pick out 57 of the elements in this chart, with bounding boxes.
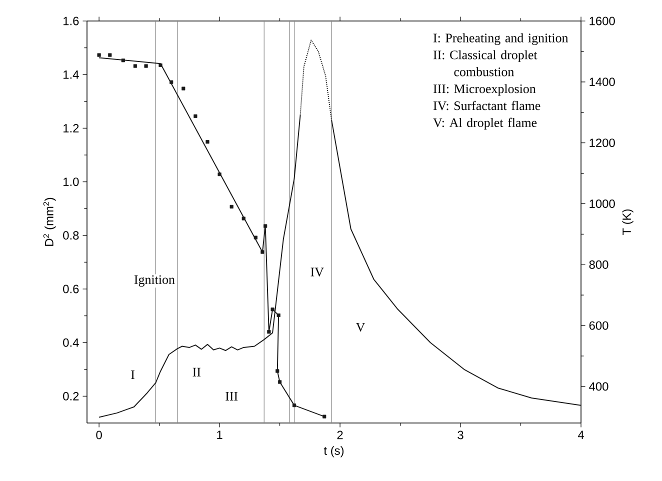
- point: [158, 63, 162, 68]
- y-tick-label: 0.4: [63, 338, 79, 347]
- y2-tick-label: 800: [589, 260, 608, 269]
- annotation: V: Al droplet flame: [433, 118, 537, 130]
- annotation: IV: [310, 268, 324, 276]
- point: [206, 140, 210, 144]
- y-tick-label: 0.8: [63, 231, 79, 240]
- annotation: IV: Surfactant flame: [433, 100, 540, 110]
- annotation: Ignition: [134, 275, 175, 287]
- point: [267, 330, 271, 334]
- y-tick-label: 1.2: [64, 124, 79, 132]
- point: [264, 224, 268, 228]
- x-axis-title: t (s): [324, 446, 344, 458]
- point: [278, 380, 282, 384]
- x-tick-label: 3: [458, 430, 464, 440]
- point: [170, 80, 174, 84]
- annotation: III: Microexplosion: [433, 84, 536, 96]
- y-tick-label: 0.2: [63, 392, 79, 400]
- point: [182, 86, 186, 90]
- point: [322, 414, 326, 418]
- y2-tick-label: 400: [589, 382, 608, 391]
- x-tick-label: 1: [217, 430, 222, 439]
- y2-tick-label: 1200: [590, 138, 615, 148]
- point: [254, 236, 258, 240]
- point: [270, 308, 274, 312]
- y-tick-label: 0.6: [63, 284, 79, 294]
- x-tick-label: 4: [578, 430, 584, 439]
- y-axis-title: D$^{2}$ (mm$^{2}$): [43, 198, 56, 246]
- point: [121, 58, 125, 62]
- annotation: III: [226, 392, 238, 400]
- point: [108, 53, 112, 57]
- x-tick-label: 0: [96, 430, 102, 440]
- y2-tick-label: 1000: [590, 199, 615, 208]
- annotation: II: Classical droplet combustion: [433, 50, 538, 76]
- y2-axis-title: T (K): [622, 209, 634, 236]
- annotation: I: Preheating and ignition: [433, 33, 568, 46]
- annotation: I: [131, 370, 134, 379]
- annotation: V: [356, 322, 366, 332]
- point: [194, 114, 198, 118]
- point: [133, 64, 137, 68]
- y2-tick-label: 600: [589, 321, 608, 330]
- annotation: II: [192, 368, 201, 376]
- point: [276, 313, 280, 318]
- y-tick-label: 1.6: [64, 16, 79, 26]
- y2-tick-label: 1600: [590, 16, 615, 26]
- point: [276, 369, 280, 373]
- y-tick-label: 1.4: [64, 70, 79, 79]
- point: [230, 204, 234, 209]
- y2-tick-label: 1400: [590, 78, 615, 86]
- point: [260, 250, 264, 254]
- y-tick-label: 1.0: [64, 178, 79, 186]
- point: [97, 53, 101, 57]
- point: [144, 64, 148, 68]
- point: [242, 216, 246, 220]
- point: [292, 404, 296, 408]
- point: [218, 172, 222, 176]
- x-tick-label: 2: [337, 430, 343, 440]
